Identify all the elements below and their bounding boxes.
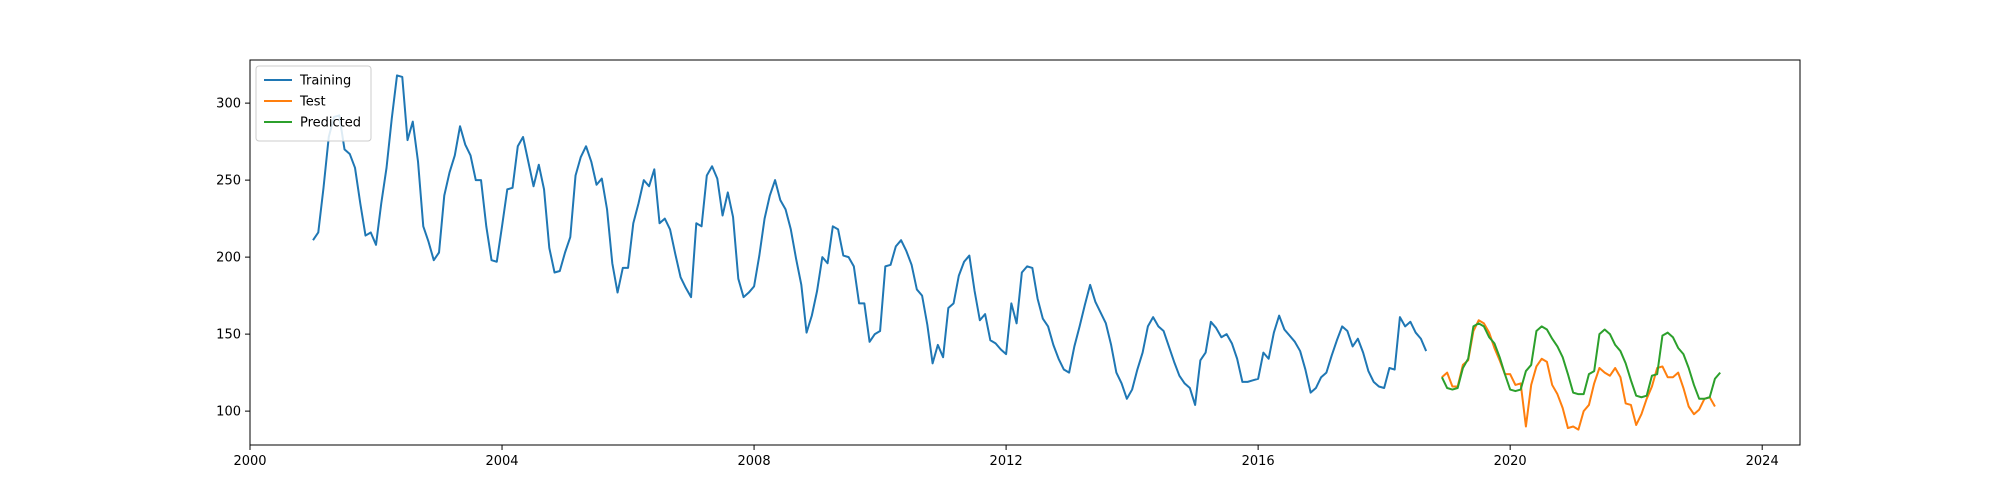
y-tick-label: 150 <box>216 328 241 343</box>
x-tick-label: 2016 <box>1242 454 1275 469</box>
plot-area <box>312 74 1721 431</box>
x-tick-label: 2000 <box>233 454 266 469</box>
x-tick-label: 2004 <box>485 454 518 469</box>
y-tick-label: 100 <box>216 405 241 420</box>
series-line-test <box>1441 319 1716 431</box>
x-tick-label: 2012 <box>990 454 1023 469</box>
x-tick-label: 2024 <box>1746 454 1779 469</box>
axes: 2000 2004 2008 2012 2016 2020 2024 100 150 200 250… <box>216 59 1801 469</box>
series-line-predicted <box>1441 322 1721 400</box>
y-tick-label: 250 <box>216 174 241 189</box>
legend-label-training: Training <box>299 74 351 89</box>
series-line-training <box>312 74 1428 406</box>
x-tick-label: 2020 <box>1494 454 1527 469</box>
legend-label-test: Test <box>299 95 326 110</box>
legend: Training Test Predicted <box>255 65 372 142</box>
legend-label-predicted: Predicted <box>300 116 361 131</box>
x-tick-label: 2008 <box>738 454 771 469</box>
y-tick-label: 200 <box>216 251 241 266</box>
axes-frame <box>249 59 1801 446</box>
y-tick-label: 300 <box>216 97 241 112</box>
